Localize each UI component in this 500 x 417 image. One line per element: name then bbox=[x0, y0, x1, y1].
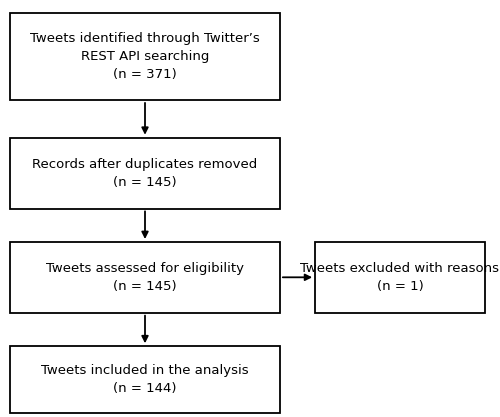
Text: Records after duplicates removed
(n = 145): Records after duplicates removed (n = 14… bbox=[32, 158, 258, 188]
Text: Tweets excluded with reasons
(n = 1): Tweets excluded with reasons (n = 1) bbox=[300, 262, 500, 293]
Bar bbox=[10, 138, 280, 208]
Bar bbox=[10, 242, 280, 313]
Bar bbox=[315, 242, 485, 313]
Bar bbox=[10, 13, 280, 100]
Text: Tweets included in the analysis
(n = 144): Tweets included in the analysis (n = 144… bbox=[41, 364, 249, 395]
Bar bbox=[10, 346, 280, 413]
Text: Tweets identified through Twitter’s
REST API searching
(n = 371): Tweets identified through Twitter’s REST… bbox=[30, 32, 260, 81]
Text: Tweets assessed for eligibility
(n = 145): Tweets assessed for eligibility (n = 145… bbox=[46, 262, 244, 293]
